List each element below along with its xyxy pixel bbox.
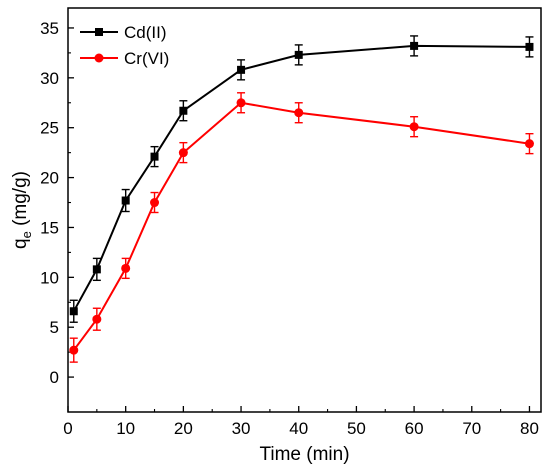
x-axis-title: Time (min) (259, 444, 349, 465)
legend-marker-cr (94, 53, 104, 63)
data-point-square (150, 152, 159, 161)
y-tick-label: 30 (40, 69, 59, 88)
x-axis: 0 10 20 30 40 50 60 70 80 (63, 406, 539, 438)
data-point-circle (409, 122, 419, 132)
y-axis-title-unit: (mg/g) (10, 171, 31, 231)
data-point-circle (178, 148, 188, 158)
y-tick-label: 20 (40, 169, 59, 188)
data-point-circle (150, 198, 160, 208)
y-tick-label: 25 (40, 119, 59, 138)
data-point-circle (121, 263, 131, 273)
data-point-square (121, 196, 130, 205)
x-tick-label: 20 (174, 419, 193, 438)
data-point-square (237, 65, 246, 74)
x-tick-label: 60 (405, 419, 424, 438)
data-point-circle (236, 98, 246, 108)
plot-frame (67, 7, 542, 413)
x-tick-label: 0 (63, 419, 72, 438)
series-layer (69, 35, 534, 363)
data-point-circle (294, 108, 304, 118)
data-point-square (410, 41, 419, 50)
y-axis-title: qe (mg/g) (10, 171, 34, 249)
x-tick-label: 70 (462, 419, 481, 438)
data-point-circle (92, 314, 102, 324)
y-axis-title-main: q (10, 238, 31, 249)
data-point-square (69, 307, 78, 316)
data-point-circle (524, 139, 534, 149)
x-tick-label: 50 (347, 419, 366, 438)
data-point-square (179, 106, 188, 115)
legend-item-cd: Cd(II) (80, 23, 167, 42)
y-tick-label: 10 (40, 268, 59, 287)
y-axis-title-subscript: e (19, 231, 34, 238)
x-tick-label: 40 (289, 419, 308, 438)
x-tick-label: 30 (232, 419, 251, 438)
data-point-square (294, 50, 303, 59)
data-point-square (525, 42, 534, 51)
data-point-square (92, 265, 101, 274)
legend-marker-cd (95, 28, 103, 36)
legend-label-cd: Cd(II) (124, 23, 167, 42)
legend-label-cr: Cr(VI) (124, 49, 169, 68)
x-tick-label: 80 (520, 419, 539, 438)
y-tick-label: 0 (50, 368, 59, 387)
legend-item-cr: Cr(VI) (80, 49, 169, 68)
y-axis: 0 5 10 15 20 25 30 35 (40, 19, 74, 387)
y-tick-label: 15 (40, 218, 59, 237)
legend: Cd(II) Cr(VI) (80, 23, 169, 68)
y-tick-label: 35 (40, 19, 59, 38)
x-tick-label: 10 (116, 419, 135, 438)
y-tick-label: 5 (50, 318, 59, 337)
data-point-circle (69, 345, 79, 355)
